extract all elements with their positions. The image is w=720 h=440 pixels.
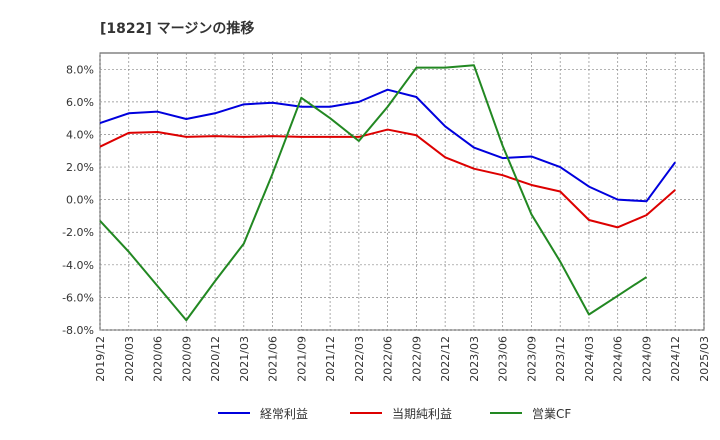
x-tick-label: 2023/03 — [468, 336, 481, 382]
x-tick-label: 2022/06 — [382, 336, 395, 382]
x-tick-label: 2024/03 — [583, 336, 596, 382]
y-tick-label: 6.0% — [66, 96, 94, 109]
x-tick-label: 2021/03 — [238, 336, 251, 382]
x-tick-label: 2024/09 — [640, 336, 653, 382]
series-line-2 — [99, 128, 676, 229]
series-lines — [99, 64, 677, 322]
y-tick-label: -4.0% — [62, 259, 94, 272]
grid — [99, 53, 705, 331]
y-tick-label: -2.0% — [62, 226, 94, 239]
x-tick-label: 2020/03 — [123, 336, 136, 382]
series-line-3 — [99, 64, 648, 322]
x-tick-label: 2023/09 — [525, 336, 538, 382]
x-tick-label: 2020/12 — [209, 336, 222, 382]
y-tick-label: -8.0% — [62, 324, 94, 337]
x-tick-label: 2020/09 — [180, 336, 193, 382]
series-line-1 — [99, 88, 677, 203]
x-tick-label: 2021/06 — [267, 336, 280, 382]
x-tick-label: 2021/12 — [324, 336, 337, 382]
legend-label: 経常利益 — [260, 407, 308, 421]
x-tick-label: 2021/09 — [295, 336, 308, 382]
x-tick-label: 2020/06 — [152, 336, 165, 382]
legend-label: 営業CF — [532, 407, 571, 421]
legend-label: 当期純利益 — [392, 407, 452, 421]
y-tick-label: 2.0% — [66, 161, 94, 174]
x-tick-label: 2025/03 — [698, 336, 711, 382]
legend: 経常利益 当期純利益 営業CF — [218, 407, 571, 421]
x-tick-label: 2024/12 — [669, 336, 682, 382]
x-tick-label: 2019/12 — [94, 336, 107, 382]
x-axis: 2019/12 2020/03 2020/06 2020/09 2020/12 2021/… — [94, 336, 711, 382]
x-tick-label: 2023/06 — [497, 336, 510, 382]
chart-title: [1822] マージンの推移 — [100, 20, 254, 37]
x-tick-label: 2022/03 — [353, 336, 366, 382]
x-tick-label: 2023/12 — [554, 336, 567, 382]
x-tick-label: 2022/09 — [410, 336, 423, 382]
x-tick-label: 2022/12 — [439, 336, 452, 382]
plot-area — [99, 52, 705, 331]
y-tick-label: 4.0% — [66, 128, 94, 141]
y-tick-label: 8.0% — [66, 63, 94, 76]
y-axis: -8.0% -6.0% -4.0% -2.0% 0.0% 2.0% 4.0% 6.0% 8.0% — [62, 63, 94, 337]
y-tick-label: 0.0% — [66, 194, 94, 207]
y-tick-label: -6.0% — [62, 291, 94, 304]
x-tick-label: 2024/06 — [612, 336, 625, 382]
